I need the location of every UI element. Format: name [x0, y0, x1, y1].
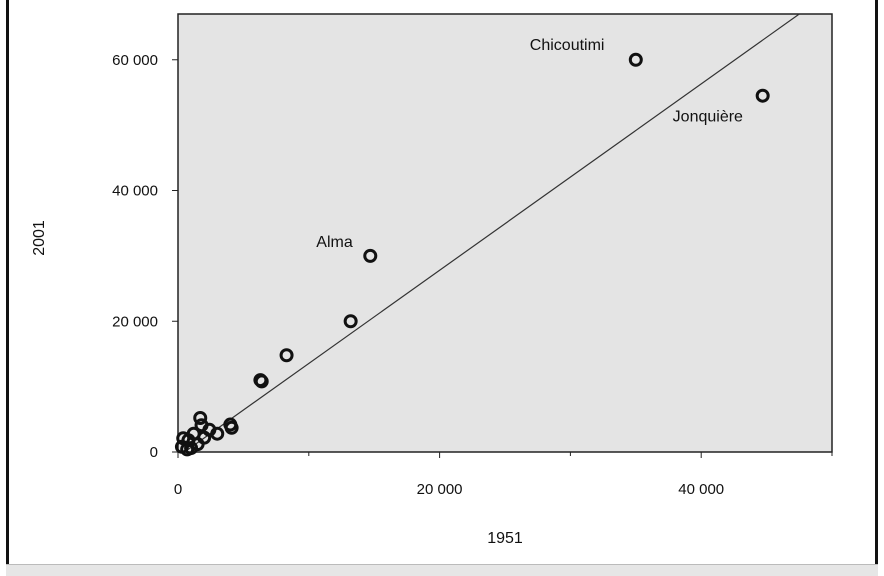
x-tick-label: 40 000 — [678, 481, 724, 498]
scatter-point — [279, 348, 294, 363]
y-axis-title: 2001 — [31, 220, 48, 256]
scatter-point — [184, 441, 199, 456]
x-axis-title: 1951 — [487, 530, 523, 547]
x-tick-label: 20 000 — [417, 481, 463, 498]
trend-layer — [184, 13, 800, 453]
point-annotation: Alma — [316, 234, 353, 251]
y-tick-label: 40 000 — [112, 183, 158, 200]
scatter-point — [253, 373, 268, 388]
scatter-point — [363, 248, 378, 263]
y-tick-label: 20 000 — [112, 313, 158, 330]
trend-line — [184, 13, 800, 453]
scatter-point — [194, 418, 209, 433]
scatter-point — [224, 420, 239, 435]
scatter-point — [193, 411, 208, 426]
scatter-point — [628, 52, 643, 67]
annotations-layer: Chicoutimi Jonquière Alma — [316, 37, 743, 251]
frame-border — [6, 0, 878, 564]
points-layer — [174, 52, 770, 457]
bottom-strip — [6, 564, 878, 576]
point-annotation: Chicoutimi — [530, 37, 605, 54]
y-tick-label: 60 000 — [112, 52, 158, 69]
x-tick-label: 0 — [174, 481, 182, 498]
ticks-layer: 0 20 000 40 000 0 20 000 40 000 60 000 — [112, 52, 833, 498]
scatter-point — [755, 88, 770, 103]
scatter-point — [343, 314, 358, 329]
y-tick-label: 0 — [150, 444, 158, 461]
point-annotation: Jonquière — [673, 109, 743, 126]
